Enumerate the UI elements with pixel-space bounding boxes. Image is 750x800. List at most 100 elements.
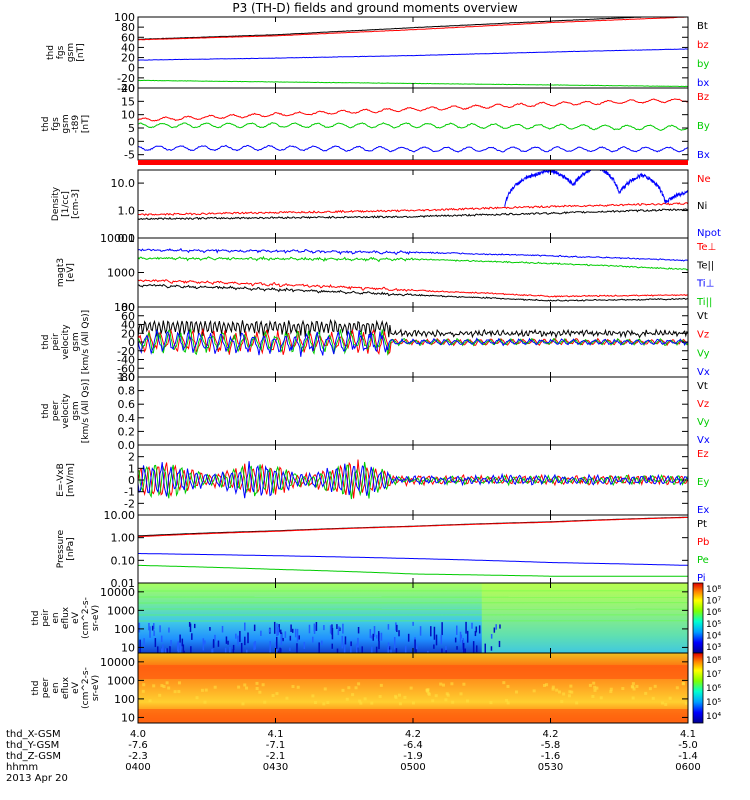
y-tick-label: 0 — [128, 474, 135, 487]
x-tick-label: -2.1 — [266, 751, 286, 762]
y-tick-label: 0.4 — [118, 412, 136, 425]
y-axis-label: E=-VxB[mV/m] — [56, 463, 76, 497]
y-tick-label: 10000 — [100, 586, 135, 599]
x-row-label: thd_Y-GSM — [6, 740, 59, 751]
y-tick-label: 0.10 — [111, 554, 136, 567]
x-tick-label: 4.1 — [268, 729, 284, 740]
y-tick-label: 20 — [121, 52, 135, 65]
y-tick-label: 10 — [121, 109, 135, 122]
x-tick-label: -5.0 — [678, 740, 698, 751]
series-line-bz — [138, 17, 688, 41]
y-tick-label: -2 — [124, 497, 135, 510]
y-tick-label: 40 — [121, 41, 135, 54]
legend-item: Te⊥ — [696, 242, 716, 253]
legend-item: Vt — [697, 311, 708, 322]
series-line-ni — [138, 208, 688, 221]
y-tick-label: 0.8 — [118, 385, 136, 398]
y-tick-label: 5 — [128, 122, 135, 135]
series-line-pb — [138, 516, 688, 538]
y-tick-label: -80 — [117, 371, 135, 384]
legend-item: Vt — [697, 381, 708, 392]
legend-item: Vx — [697, 367, 710, 378]
y-tick-label: 1.0 — [118, 371, 136, 384]
series-line-vt — [138, 318, 688, 339]
y-tick-label: 0.2 — [118, 425, 136, 438]
legend-item: Bz — [697, 92, 709, 103]
x-tick-label: 4.2 — [405, 729, 421, 740]
series-line-te — [138, 279, 688, 298]
y-tick-label: -5 — [124, 149, 135, 162]
colorbar-label: 10⁴ — [706, 632, 721, 642]
legend-item: Vz — [697, 330, 709, 341]
y-axis-label: thdpeirenefluxeV(cm^2-s-sr-eV) — [31, 597, 101, 639]
spectrogram — [137, 583, 689, 664]
y-tick-label: 0.6 — [118, 398, 136, 411]
y-tick-label: 1.0 — [118, 205, 136, 218]
colorbar-label: 10⁴ — [706, 712, 721, 722]
legend-item: Vx — [697, 435, 710, 446]
y-tick-label: 0 — [128, 336, 135, 349]
y-tick-label: 10 — [121, 641, 135, 654]
x-tick-label: -1.6 — [541, 751, 561, 762]
spectrogram-late-band — [481, 583, 688, 653]
y-tick-label: -40 — [117, 354, 135, 367]
colorbar-label: 10⁷ — [706, 597, 721, 607]
series-line-pi — [138, 553, 688, 566]
x-row-label: thd_Z-GSM — [6, 751, 61, 762]
series-line-bx — [138, 144, 688, 153]
legend-item: Vy — [697, 348, 710, 359]
colorbar — [692, 582, 704, 654]
legend-item: Vy — [697, 417, 710, 428]
y-tick-label: -1 — [124, 486, 135, 499]
y-tick-label: 2 — [128, 451, 135, 464]
legend-item: Ey — [697, 477, 709, 488]
colorbar-label: 10³ — [706, 643, 721, 653]
legend-item: Ni — [697, 201, 707, 212]
y-tick-label: 100 — [114, 623, 135, 636]
series-group — [138, 247, 688, 302]
y-tick-label: 100 — [114, 301, 135, 314]
x-tick-label: -5.8 — [541, 740, 561, 751]
y-tick-label: 10.00 — [104, 509, 136, 522]
x-tick-label: 0430 — [263, 762, 288, 773]
legend-item: Ez — [697, 449, 709, 460]
y-tick-label: 40 — [121, 319, 135, 332]
series-group — [138, 318, 688, 357]
x-tick-label: -1.4 — [678, 751, 698, 762]
series-group — [138, 98, 688, 153]
x-tick-label: 4.1 — [680, 729, 696, 740]
y-tick-label: 1000 — [107, 604, 135, 617]
x-tick-label: 0400 — [125, 762, 150, 773]
legend-item: Ti⊥ — [696, 279, 714, 290]
date-label: 2013 Apr 20 — [6, 773, 68, 784]
legend-item: bx — [697, 78, 709, 89]
y-tick-label: 80 — [121, 21, 135, 34]
x-tick-label: -1.9 — [403, 751, 423, 762]
series-line-ne — [138, 202, 688, 217]
colorbar-label: 10⁵ — [706, 698, 721, 708]
x-row-label: thd_X-GSM — [6, 729, 61, 740]
series-line-vx — [138, 329, 688, 357]
y-axis-label: thdpeervelocitygsm[km/s (All Qs)] — [41, 379, 91, 443]
legend-item: Pi — [697, 573, 706, 584]
x-tick-label: -7.6 — [128, 740, 148, 751]
y-axis-label: thdfgsgsm[nT] — [46, 43, 86, 62]
y-tick-label: -20 — [117, 72, 135, 85]
panel-frame — [137, 514, 689, 584]
y-tick-label: 0.1 — [118, 232, 136, 245]
y-tick-label: 1000 — [107, 674, 135, 687]
legend-item: Ne — [697, 174, 711, 185]
spectrogram — [138, 653, 688, 723]
y-axis-label: Pressure[nPa] — [56, 529, 76, 568]
series-line-ti — [138, 255, 688, 271]
colorbar-label: 10⁸ — [706, 585, 721, 595]
x-tick-label: 0530 — [538, 762, 563, 773]
series-line-bz — [138, 98, 688, 122]
x-tick-label: 0600 — [675, 762, 700, 773]
y-tick-label: 10 — [121, 711, 135, 724]
y-tick-label: 1 — [128, 462, 135, 475]
y-tick-label: 20 — [121, 82, 135, 95]
y-tick-label: 20 — [121, 327, 135, 340]
x-tick-label: 4.0 — [130, 729, 146, 740]
